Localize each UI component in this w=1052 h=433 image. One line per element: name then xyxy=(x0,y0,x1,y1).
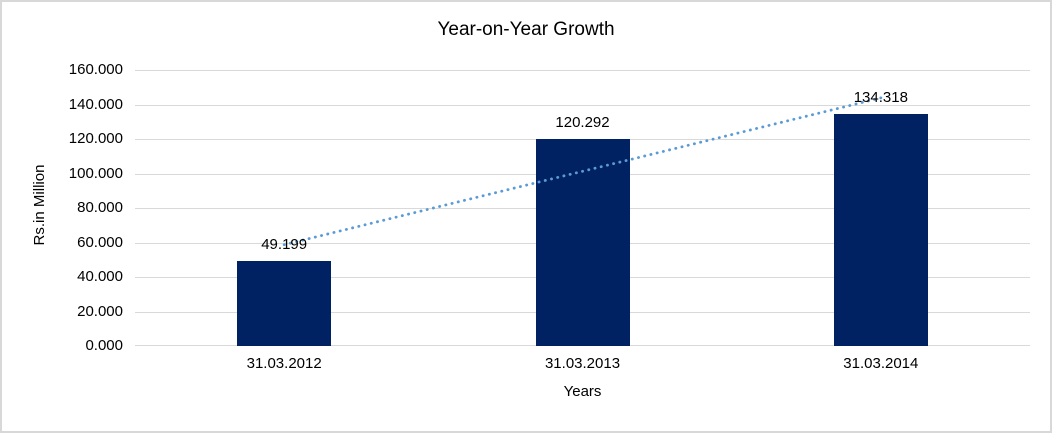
x-axis-title: Years xyxy=(563,383,602,400)
data-label: 120.292 xyxy=(555,113,610,131)
y-tick-label: 0.000 xyxy=(85,337,123,354)
y-tick-label: 60.000 xyxy=(77,233,123,251)
bar-31.03.2012 xyxy=(237,261,332,346)
y-tick-label: 80.000 xyxy=(77,199,123,216)
x-tick-label: 31.03.2012 xyxy=(246,355,322,372)
y-tick-label: 160.000 xyxy=(68,61,123,78)
bar-31.03.2014 xyxy=(833,114,928,346)
x-tick-label: 31.03.2013 xyxy=(544,355,621,372)
bar-31.03.2013 xyxy=(535,138,630,346)
data-label: 134.318 xyxy=(853,89,908,107)
x-tick-label: 31.03.2014 xyxy=(843,355,919,372)
gridline xyxy=(135,70,1030,71)
plot-area: 31.03.2012 31.03.2013 31.03.2014 49.199 120.… xyxy=(135,70,1030,372)
y-axis: 0.000 20.000 40.000 60.000 80.000 100.000 120.… xyxy=(2,61,123,354)
y-tick-label: 40.000 xyxy=(77,268,123,285)
y-tick-label: 100.000 xyxy=(68,164,123,182)
chart-title: Year-on-Year Growth xyxy=(437,19,615,40)
y-tick-label: 20.000 xyxy=(77,302,123,320)
data-label: 49.199 xyxy=(261,236,308,254)
y-tick-label: 120.000 xyxy=(68,130,123,147)
y-tick-label: 140.000 xyxy=(68,95,123,113)
